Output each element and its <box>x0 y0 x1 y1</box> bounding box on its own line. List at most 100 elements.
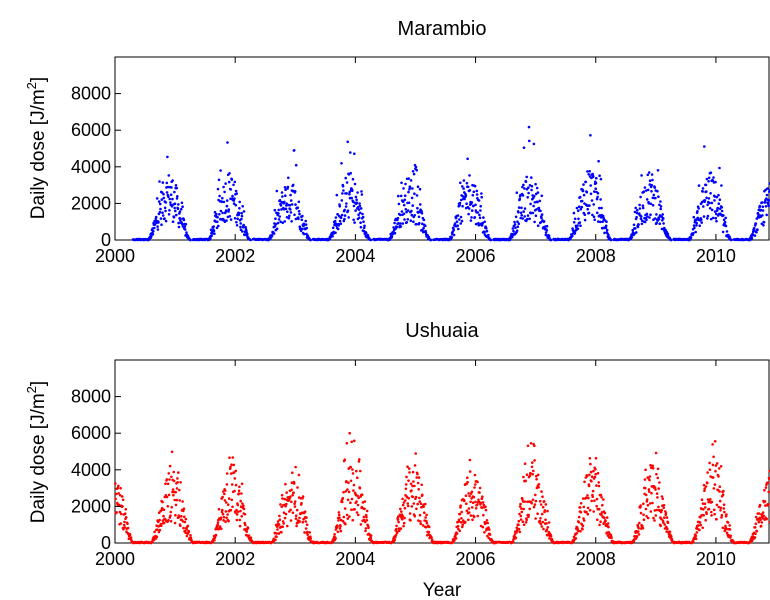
data-point <box>571 234 574 238</box>
data-point <box>586 506 590 510</box>
data-point <box>228 215 232 218</box>
data-point <box>415 168 419 172</box>
data-point <box>352 483 356 487</box>
data-point <box>594 467 597 471</box>
data-point <box>280 208 283 211</box>
data-point <box>751 233 755 237</box>
data-point <box>754 522 758 526</box>
data-point <box>587 173 590 176</box>
data-point <box>471 501 475 505</box>
data-point <box>238 485 241 489</box>
data-point <box>183 225 187 228</box>
data-point <box>720 206 724 209</box>
data-point <box>158 518 161 522</box>
data-point <box>221 211 224 215</box>
data-point <box>171 179 174 182</box>
data-point <box>642 190 646 193</box>
data-point <box>341 519 345 523</box>
data-point <box>290 481 294 485</box>
data-point <box>578 221 582 224</box>
data-point <box>399 225 403 228</box>
data-point <box>277 208 281 212</box>
data-point <box>153 530 156 534</box>
data-point <box>539 522 543 526</box>
data-point <box>220 200 224 204</box>
data-point <box>473 486 476 489</box>
data-point <box>221 508 224 512</box>
data-point <box>576 224 579 227</box>
data-point <box>630 236 634 239</box>
data-point <box>114 482 117 485</box>
data-point <box>241 230 244 233</box>
data-point <box>766 481 770 484</box>
data-point <box>538 199 542 203</box>
data-point <box>651 467 655 470</box>
data-point <box>185 231 188 234</box>
data-point <box>281 520 285 523</box>
data-point <box>717 475 720 478</box>
data-point <box>588 170 591 173</box>
data-point <box>545 224 549 228</box>
data-point <box>240 211 243 215</box>
data-point <box>459 181 462 185</box>
data-point <box>714 469 717 473</box>
data-point <box>599 220 602 224</box>
data-point <box>362 515 366 519</box>
data-point <box>754 515 758 519</box>
data-point <box>576 209 580 212</box>
data-point <box>410 505 414 508</box>
data-point <box>402 524 405 528</box>
data-point <box>538 519 542 523</box>
data-point <box>460 219 464 223</box>
data-point <box>339 518 343 522</box>
data-point <box>216 521 220 524</box>
data-point <box>168 209 171 212</box>
data-point <box>515 229 519 232</box>
data-point <box>350 508 353 512</box>
data-point <box>654 514 658 517</box>
data-point <box>343 208 347 212</box>
data-point <box>358 486 362 490</box>
data-point <box>720 184 723 187</box>
x-tick-label: 2010 <box>696 549 736 569</box>
data-point <box>281 221 285 225</box>
data-point <box>359 207 363 210</box>
data-point <box>764 504 767 507</box>
data-point <box>702 514 705 517</box>
data-point <box>420 210 423 213</box>
data-point <box>168 197 171 201</box>
data-point <box>351 189 354 193</box>
data-point <box>468 494 471 498</box>
data-point <box>337 224 341 227</box>
data-point <box>213 232 216 235</box>
data-point <box>164 201 168 204</box>
data-point <box>653 509 657 512</box>
data-point <box>593 190 596 193</box>
data-point <box>708 201 711 205</box>
data-point <box>536 200 539 204</box>
data-point <box>225 472 229 475</box>
data-point <box>652 193 656 197</box>
data-point <box>239 499 242 503</box>
data-point <box>344 490 348 493</box>
data-point <box>462 179 466 182</box>
data-point <box>577 515 581 519</box>
data-point <box>589 192 593 196</box>
data-point <box>723 529 727 533</box>
data-point <box>755 529 759 533</box>
data-point <box>455 532 459 535</box>
data-point <box>344 205 348 208</box>
data-point <box>228 172 231 175</box>
data-point <box>471 518 474 521</box>
data-point <box>418 500 422 503</box>
data-point <box>458 201 462 205</box>
data-point <box>230 498 234 502</box>
data-point <box>519 514 523 518</box>
data-point <box>224 182 227 185</box>
data-point <box>226 503 230 507</box>
data-point <box>365 516 368 519</box>
data-point <box>650 190 653 193</box>
data-point <box>755 230 758 234</box>
data-point <box>648 179 652 182</box>
data-point <box>709 498 712 501</box>
